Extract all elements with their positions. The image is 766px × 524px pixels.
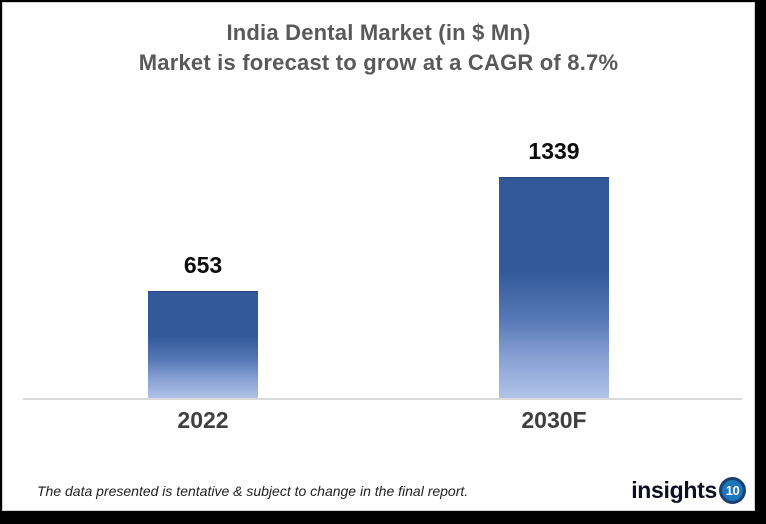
insights10-logo: insights 10	[631, 477, 746, 504]
value-label-2030f: 1339	[528, 138, 580, 164]
logo-badge-10: 10	[719, 477, 746, 504]
chart-card: India Dental Market (in $ Mn) Market is …	[2, 2, 755, 511]
value-label-2022: 653	[183, 252, 223, 278]
plot-area: 653 1339	[3, 3, 754, 399]
logo-wordmark: insights	[631, 477, 717, 503]
category-label-2030f: 2030F	[521, 407, 587, 433]
chart-subtitle: Market is forecast to grow at a CAGR of …	[138, 50, 619, 75]
chart-title-block: India Dental Market (in $ Mn) Market is …	[3, 18, 754, 78]
disclaimer-text: The data presented is tentative & subjec…	[37, 483, 469, 499]
bar-2030f	[499, 177, 609, 399]
chart-title: India Dental Market (in $ Mn)	[226, 20, 531, 45]
category-label-2022: 2022	[177, 407, 229, 433]
x-axis-line	[23, 398, 742, 400]
bar-2022	[148, 291, 258, 399]
